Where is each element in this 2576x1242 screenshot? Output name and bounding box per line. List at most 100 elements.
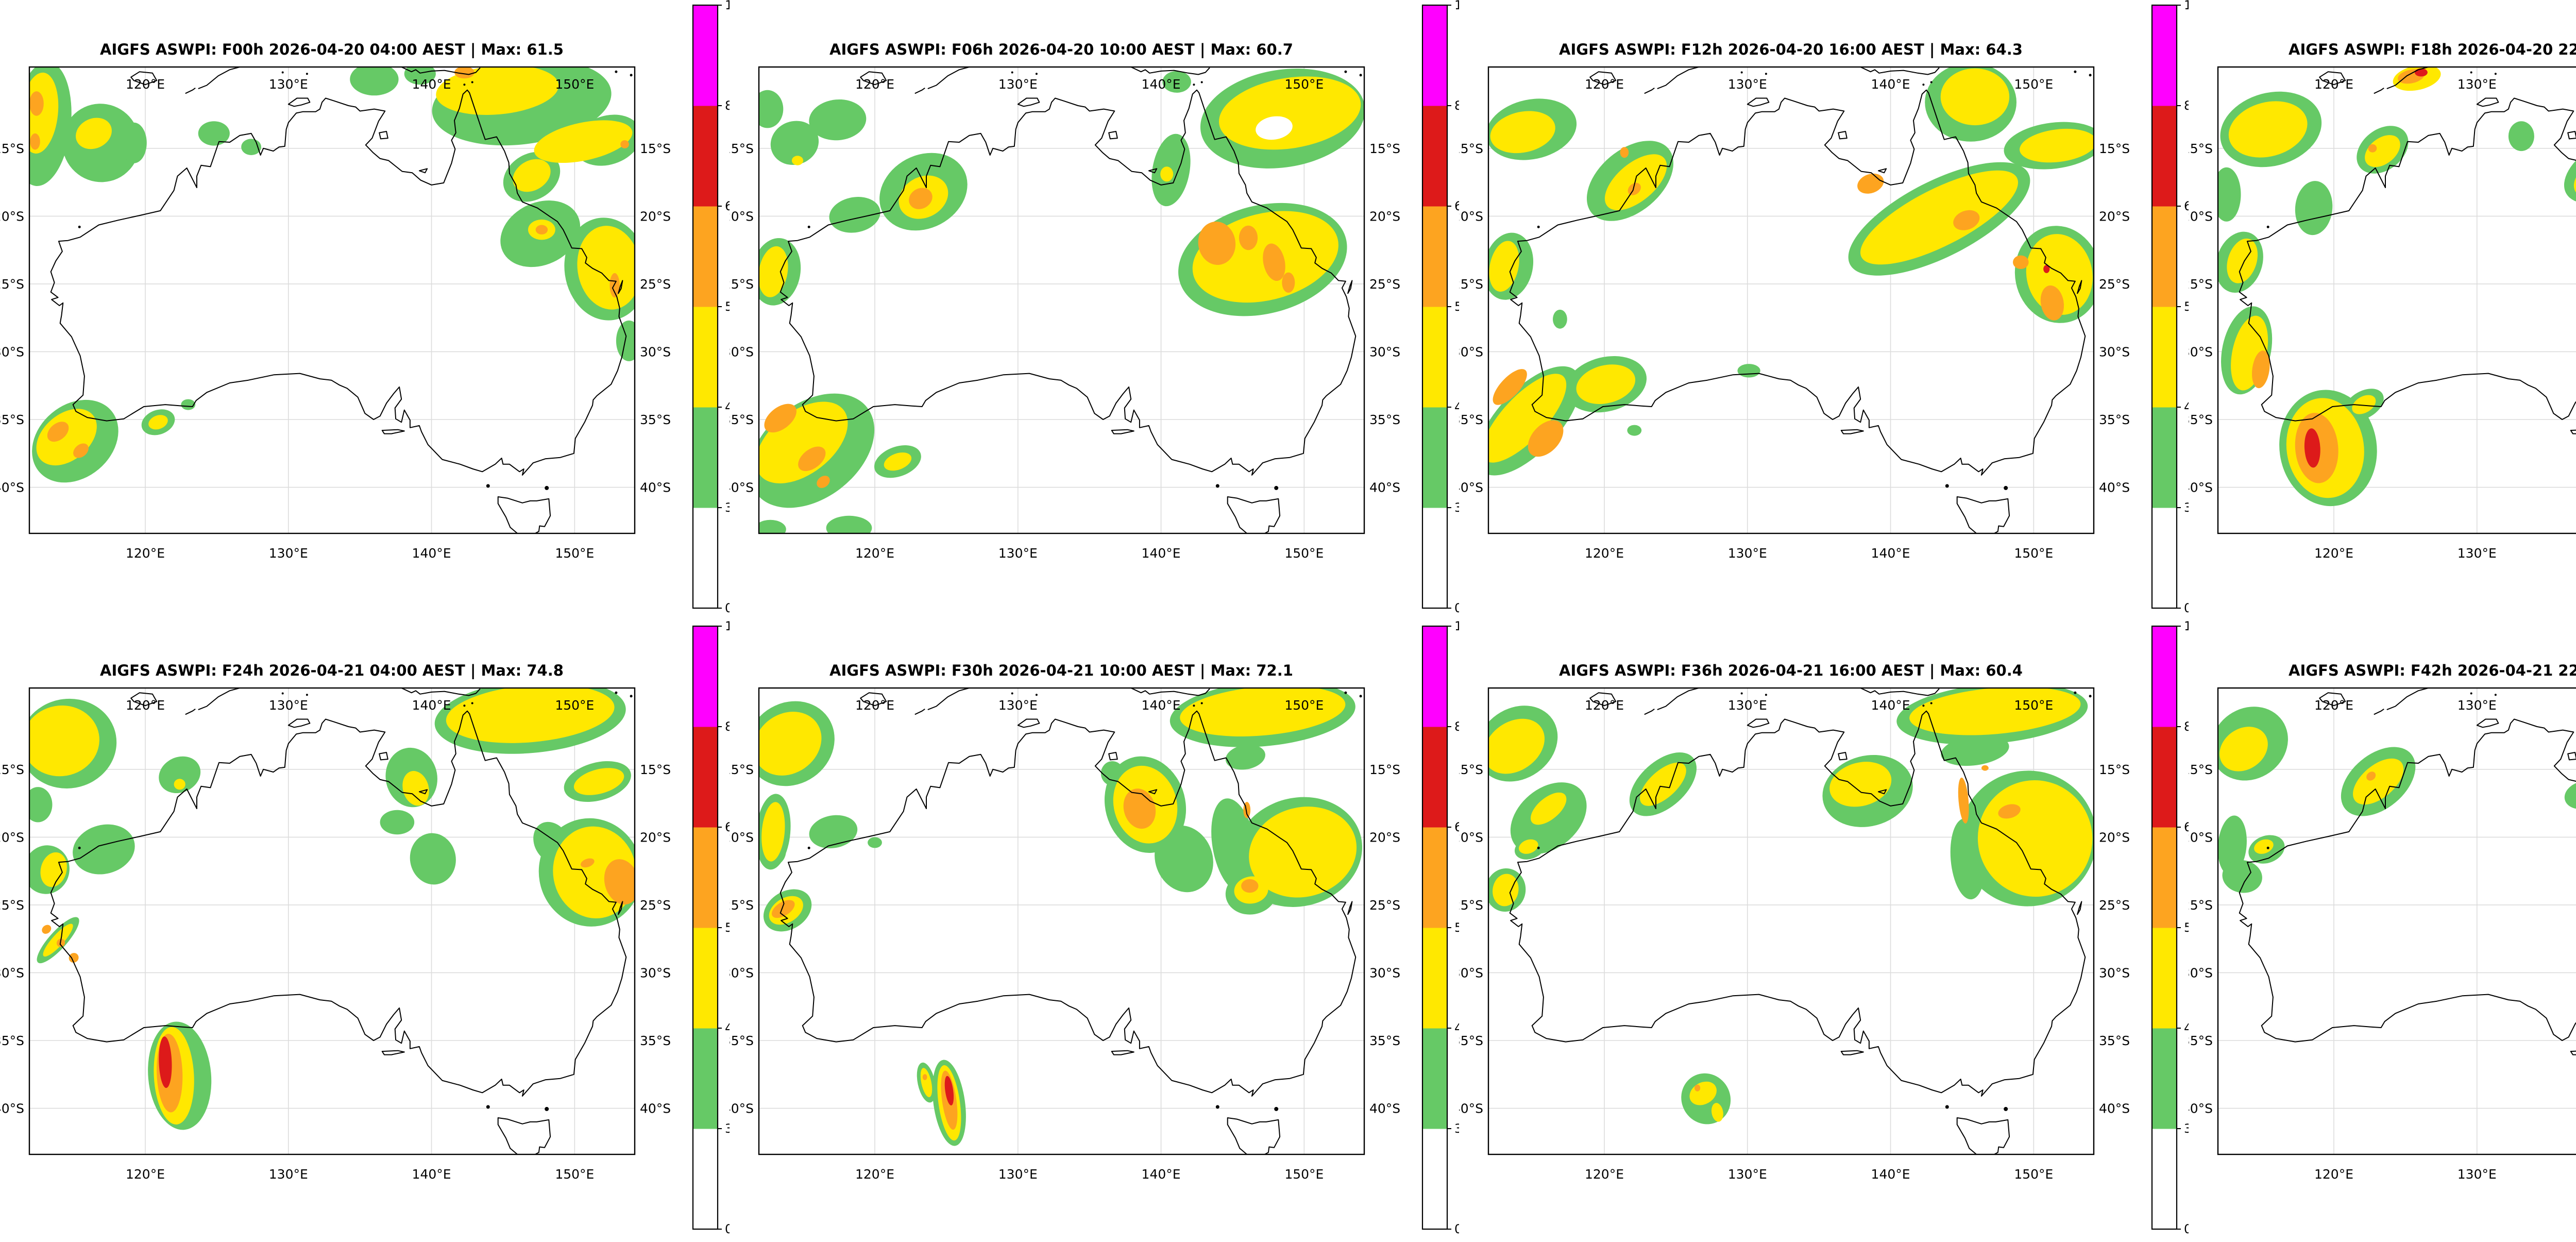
lat-tick-left: 40°S xyxy=(2189,1101,2213,1116)
contour-region-level-4 xyxy=(944,1076,954,1106)
colorbar-tick-label: 40 xyxy=(2184,1021,2189,1035)
panel-title: AIGFS ASWPI: F30h 2026-04-21 10:00 AEST … xyxy=(829,662,1293,679)
panel-title: AIGFS ASWPI: F00h 2026-04-20 04:00 AEST … xyxy=(100,41,564,58)
contour-region-level-2 xyxy=(148,415,168,430)
contour-region-level-3 xyxy=(1528,420,1564,457)
panel-title: AIGFS ASWPI: F24h 2026-04-21 04:00 AEST … xyxy=(100,662,564,679)
colorbar-segment xyxy=(2152,106,2177,207)
colorbar-segment xyxy=(1422,407,1447,508)
contour-region-level-1 xyxy=(380,810,415,835)
lat-tick-right: 20°S xyxy=(1369,830,1400,845)
colorbar-tick-label: 50 xyxy=(725,920,730,935)
graticule xyxy=(2218,688,2576,1154)
colorbar-segment xyxy=(1422,206,1447,307)
lon-tick-bottom: 140°E xyxy=(1142,1167,1181,1182)
contour-region-level-1 xyxy=(2295,181,2333,236)
lon-tick-bottom: 130°E xyxy=(269,546,308,561)
contour-region-level-1 xyxy=(829,197,880,233)
lat-tick-left: 35°S xyxy=(2189,1033,2213,1048)
contour-region-level-2 xyxy=(40,852,67,887)
colorbar-tick-label: 80 xyxy=(725,98,730,113)
lat-tick-right: 20°S xyxy=(2099,830,2130,845)
forecast-map-f18h: 120°E120°E130°E130°E140°E140°E150°E150°E… xyxy=(2189,41,2576,561)
lon-tick-top: 130°E xyxy=(1728,698,1767,713)
australia-coastline xyxy=(1509,89,2086,476)
colorbar-segment xyxy=(1422,106,1447,207)
contour-region-level-2 xyxy=(1860,170,2019,265)
lat-tick-left: 25°S xyxy=(0,898,24,913)
colorbar-segment xyxy=(693,1028,718,1129)
axis-tick-labels: 120°E120°E130°E130°E140°E140°E150°E150°E… xyxy=(0,698,671,1182)
panel-title: AIGFS ASWPI: F18h 2026-04-20 22:00 AEST … xyxy=(2289,41,2576,58)
contour-region-level-3 xyxy=(1282,272,1295,293)
contour-region-level-3 xyxy=(69,953,79,963)
axis-tick-labels: 120°E120°E130°E130°E140°E140°E150°E150°E… xyxy=(1459,698,2130,1182)
contour-region-level-1 xyxy=(1162,71,1191,93)
tasmania-coastline xyxy=(1956,1117,2010,1154)
contour-region-level-3 xyxy=(535,225,548,234)
contour-region-level-2 xyxy=(1909,688,2081,735)
contour-region-level-1 xyxy=(759,90,784,128)
lon-tick-bottom: 150°E xyxy=(555,546,594,561)
contour-region-level-2 xyxy=(791,156,804,165)
contour-region-level-3 xyxy=(1493,369,1527,405)
contour-region-level-3 xyxy=(1620,147,1629,158)
lat-tick-left: 30°S xyxy=(0,344,24,359)
coastlines xyxy=(779,67,1362,533)
contour-region-level-3 xyxy=(1239,225,1258,250)
contour-region-level-2 xyxy=(1488,374,1567,463)
colorbar-segment xyxy=(1422,727,1447,828)
lat-tick-left: 15°S xyxy=(730,141,754,156)
lat-tick-left: 15°S xyxy=(2189,141,2213,156)
australia-coastline xyxy=(2239,718,2576,1043)
lat-tick-left: 20°S xyxy=(2189,830,2213,845)
lon-tick-top: 120°E xyxy=(855,77,894,92)
colorbar: 03040506580100ASWPI xyxy=(2151,0,2189,615)
map-border xyxy=(28,66,636,534)
contour-region-level-2 xyxy=(446,688,615,743)
graticule xyxy=(29,67,635,533)
contour-region-level-2 xyxy=(2254,839,2274,854)
map-background xyxy=(1488,688,2094,1154)
colorbar-tick-label: 80 xyxy=(2184,98,2189,113)
contour-region-level-3 xyxy=(609,273,620,298)
colorbar-segment xyxy=(693,1129,718,1230)
colorbar-segment xyxy=(2152,1129,2177,1230)
lon-tick-bottom: 150°E xyxy=(2014,546,2053,561)
aswpi-contour-regions xyxy=(759,69,1364,533)
lon-tick-bottom: 120°E xyxy=(126,546,165,561)
forecast-panel-f12h: 120°E 120°E 130°E 130°E 140°E 140°E 150°E 150°E… xyxy=(1459,0,2189,621)
colorbar-tick-label: 80 xyxy=(1454,719,1459,734)
colorbar: 03040506580100ASWPI xyxy=(1421,621,1459,1236)
lat-tick-left: 35°S xyxy=(730,412,754,427)
colorbar-segment xyxy=(1422,827,1447,928)
lon-tick-top: 150°E xyxy=(2014,698,2053,713)
map-layers xyxy=(2218,688,2576,1154)
lat-tick-right: 25°S xyxy=(640,277,671,292)
colorbar-segment xyxy=(693,5,718,106)
graticule xyxy=(759,688,1364,1154)
colorbar-segment xyxy=(1422,1028,1447,1129)
lon-tick-bottom: 120°E xyxy=(855,1167,894,1182)
contour-region-level-1 xyxy=(121,122,147,163)
contour-region-level-1 xyxy=(770,121,819,165)
lat-tick-left: 30°S xyxy=(730,344,754,359)
colorbar-segment xyxy=(693,928,718,1029)
forecast-panel-f06h: 120°E 120°E 130°E 130°E 140°E 140°E 150°E 150°E… xyxy=(730,0,1459,621)
forecast-panel-f00h: 120°E 120°E 130°E 130°E 140°E 140°E 150°E 150°E… xyxy=(0,0,730,621)
lon-tick-top: 140°E xyxy=(1871,698,1910,713)
axis-tick-labels: 120°E120°E130°E130°E140°E140°E150°E150°E… xyxy=(730,77,1400,561)
colorbar-tick-label: 100 xyxy=(725,0,730,12)
lat-tick-right: 40°S xyxy=(1369,480,1400,495)
tasmania-coastline xyxy=(1956,496,2010,533)
lat-tick-left: 35°S xyxy=(1459,412,1483,427)
colorbar-tick-label: 0 xyxy=(725,1222,730,1236)
axis-tick-labels: 120°E120°E130°E130°E140°E140°E150°E150°E… xyxy=(2189,698,2497,1182)
lon-tick-top: 150°E xyxy=(555,77,594,92)
colorbar-tick-label: 40 xyxy=(725,400,730,414)
lat-tick-left: 20°S xyxy=(0,830,24,845)
contour-region-level-3 xyxy=(2251,350,2270,389)
lat-tick-left: 15°S xyxy=(0,762,24,777)
colorbar-segment xyxy=(1422,626,1447,727)
colorbar-segment xyxy=(693,508,718,609)
